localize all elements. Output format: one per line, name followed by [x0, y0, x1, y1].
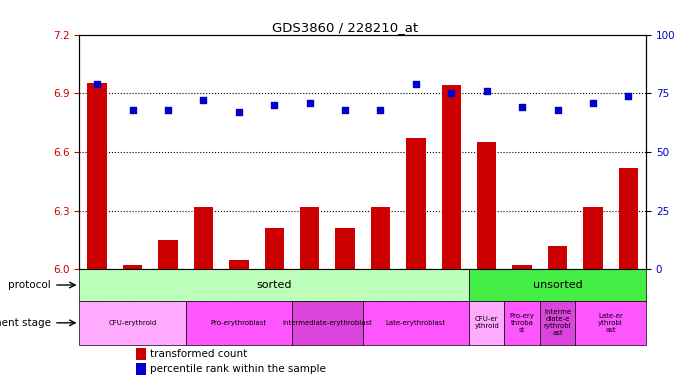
- Text: Late-erythroblast: Late-erythroblast: [386, 320, 446, 326]
- Point: [127, 107, 138, 113]
- Bar: [477, 142, 496, 269]
- Bar: [158, 240, 178, 269]
- Bar: [79, 269, 469, 301]
- Bar: [123, 265, 142, 269]
- Point: [234, 109, 245, 115]
- Bar: [79, 301, 186, 345]
- Bar: [292, 301, 363, 345]
- Bar: [540, 301, 575, 345]
- Text: development stage: development stage: [0, 318, 51, 328]
- Bar: [363, 301, 469, 345]
- Bar: [186, 301, 292, 345]
- Text: Intermediate-erythroblast: Intermediate-erythroblast: [283, 320, 372, 326]
- Bar: [371, 207, 390, 269]
- Bar: [504, 301, 540, 345]
- Bar: [469, 301, 504, 345]
- Point: [517, 104, 528, 111]
- Bar: [229, 260, 249, 269]
- Bar: [583, 207, 603, 269]
- Point: [481, 88, 492, 94]
- Point: [552, 107, 563, 113]
- Bar: [136, 348, 146, 360]
- Point: [304, 99, 315, 106]
- Text: CFU-erythroid: CFU-erythroid: [108, 320, 157, 326]
- Bar: [136, 363, 146, 375]
- Text: CFU-er
ythroid: CFU-er ythroid: [474, 316, 499, 329]
- Text: transformed count: transformed count: [151, 349, 247, 359]
- Text: sorted: sorted: [256, 280, 292, 290]
- Bar: [618, 167, 638, 269]
- Bar: [300, 207, 319, 269]
- Point: [375, 107, 386, 113]
- Text: protocol: protocol: [8, 280, 51, 290]
- Bar: [575, 301, 646, 345]
- Point: [162, 107, 173, 113]
- Text: Interme
diate-e
rythrobl
ast: Interme diate-e rythrobl ast: [544, 310, 571, 336]
- Bar: [469, 269, 646, 301]
- Point: [92, 81, 103, 87]
- Point: [410, 81, 422, 87]
- Point: [198, 97, 209, 103]
- Point: [623, 93, 634, 99]
- Bar: [442, 85, 461, 269]
- Point: [446, 90, 457, 96]
- Text: Pro-ery
throba
st: Pro-ery throba st: [510, 313, 535, 333]
- Bar: [335, 228, 354, 269]
- Text: unsorted: unsorted: [533, 280, 583, 290]
- Point: [269, 102, 280, 108]
- Text: percentile rank within the sample: percentile rank within the sample: [151, 364, 326, 374]
- Bar: [88, 83, 107, 269]
- Bar: [265, 228, 284, 269]
- Bar: [193, 207, 213, 269]
- Text: GDS3860 / 228210_at: GDS3860 / 228210_at: [272, 21, 419, 34]
- Text: Late-er
ythrobl
ast: Late-er ythrobl ast: [598, 313, 623, 333]
- Bar: [513, 265, 532, 269]
- Point: [587, 99, 598, 106]
- Text: Pro-erythroblast: Pro-erythroblast: [211, 320, 267, 326]
- Bar: [548, 246, 567, 269]
- Bar: [406, 138, 426, 269]
- Point: [339, 107, 350, 113]
